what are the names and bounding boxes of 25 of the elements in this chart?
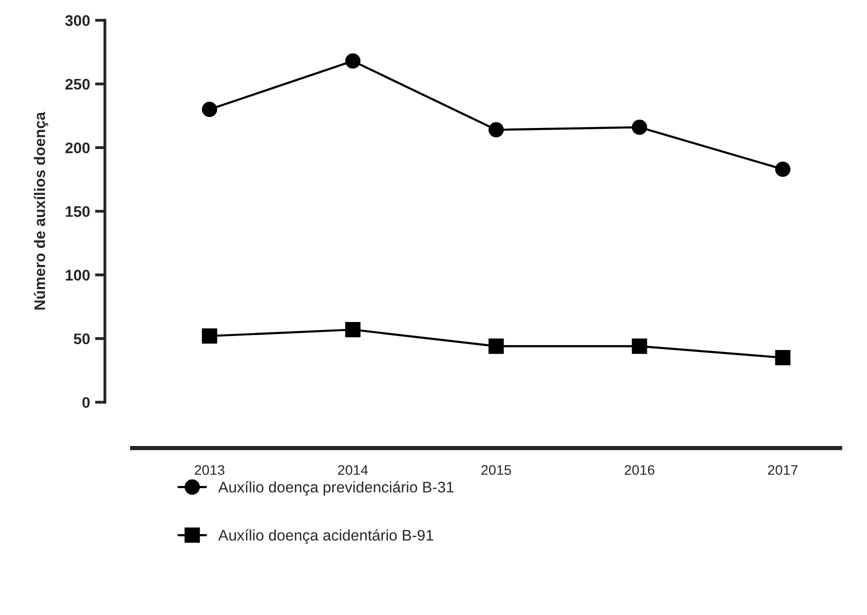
point bbox=[488, 338, 504, 354]
x-tick-label: 2015 bbox=[481, 465, 512, 475]
y-tick-label: 0 bbox=[82, 397, 90, 408]
y-tick-label: 150 bbox=[66, 206, 90, 217]
y-axis-title: Número de auxílios doença bbox=[34, 112, 48, 310]
point bbox=[775, 162, 790, 177]
y-tick-label: 100 bbox=[66, 270, 90, 281]
x-tick-label: 2014 bbox=[338, 465, 368, 475]
point bbox=[488, 122, 504, 138]
point bbox=[632, 338, 648, 354]
x-tick-label: 2016 bbox=[624, 465, 654, 475]
y-tick-label: 250 bbox=[65, 78, 90, 90]
legend-label: Auxílio doença previdenciário B-31 bbox=[218, 481, 454, 496]
point bbox=[775, 350, 790, 366]
y-tick-label: 200 bbox=[65, 142, 90, 154]
x-tick-label: 2013 bbox=[194, 465, 224, 475]
point bbox=[202, 328, 218, 344]
point bbox=[345, 322, 360, 338]
y-tick-label: 300 bbox=[65, 15, 90, 26]
y-tick-label: 50 bbox=[74, 333, 90, 344]
point bbox=[632, 120, 648, 135]
point bbox=[202, 102, 218, 118]
legend-label: Auxílio doença acidentário B-91 bbox=[218, 529, 434, 544]
point bbox=[345, 53, 360, 69]
x-tick-label: 2017 bbox=[768, 465, 798, 475]
